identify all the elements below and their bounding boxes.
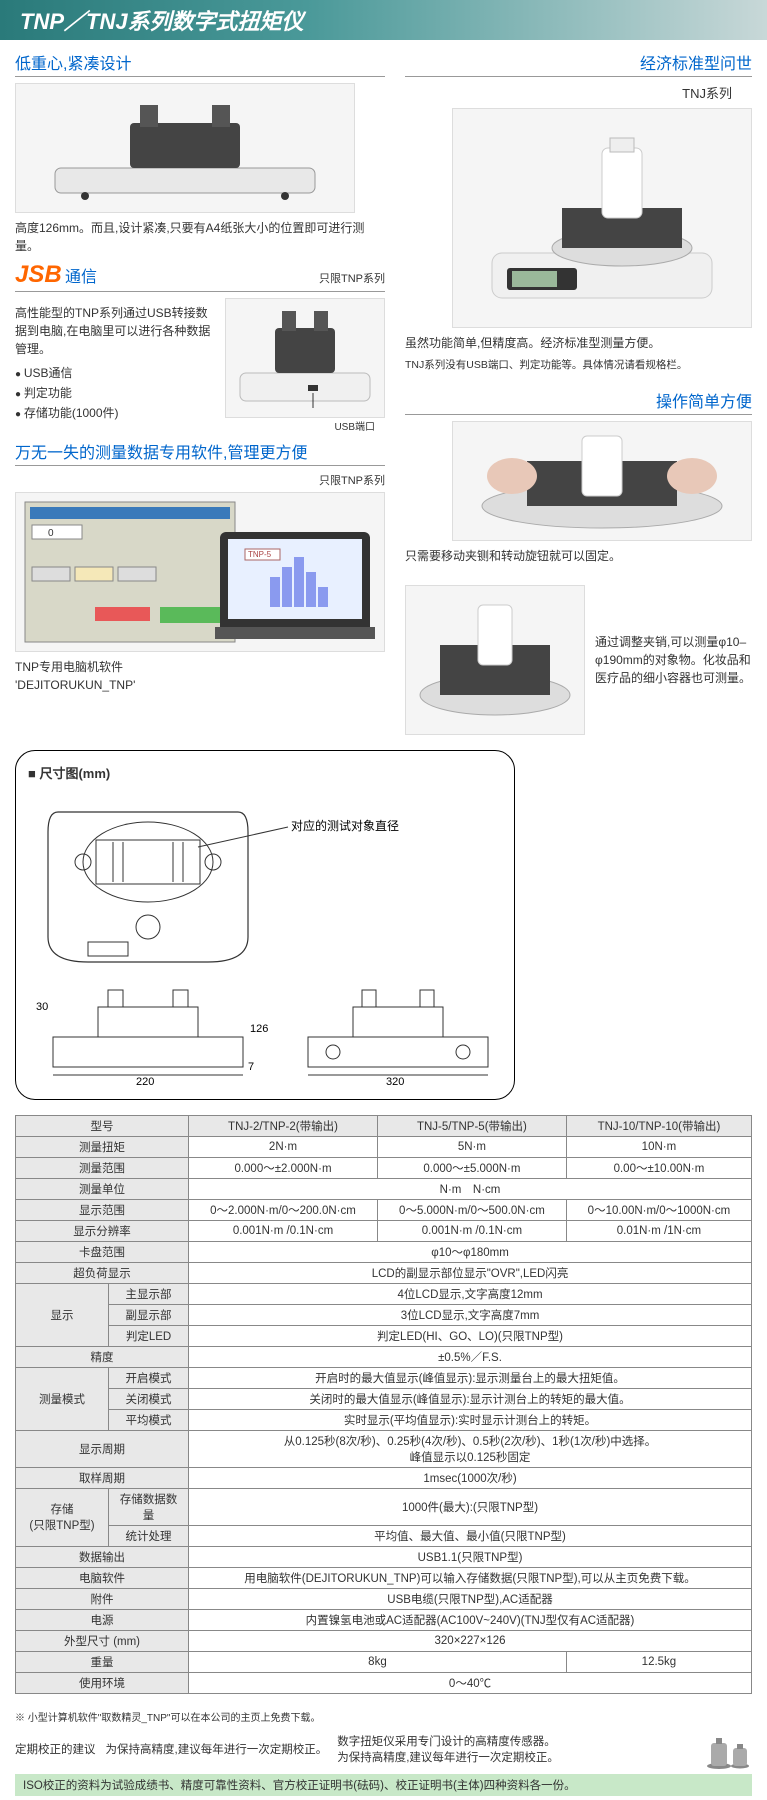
dim-title: ■ 尺寸图(mm) (28, 763, 502, 782)
foot-cal-title: 定期校正的建议 (15, 1741, 96, 1757)
software-name-1: TNP专用电脑机软件 (15, 658, 385, 676)
r1-text1: 虽然功能简单,但精度高。经济标准型测量方便。 (405, 334, 752, 352)
only-tnp-2: 只限TNP系列 (15, 472, 385, 488)
dimension-diagram: ■ 尺寸图(mm) 对应的测试对象直径 30 220 126 7 320 (15, 750, 515, 1100)
r1-title: 经济标准型问世 (405, 50, 752, 77)
adjustment-image (405, 585, 585, 735)
svg-text:30: 30 (36, 1001, 48, 1013)
r2-title: 操作简单方便 (405, 388, 752, 415)
th-model: 型号 (16, 1115, 189, 1136)
jsb-label: JSB (15, 261, 62, 288)
svg-text:320: 320 (386, 1076, 404, 1088)
page-title: TNP／TNJ系列数字式扭矩仪 (0, 0, 767, 40)
jsb-suffix: 通信 (65, 269, 97, 286)
weight-icon (702, 1728, 752, 1770)
software-screenshot: 0 TNP-5 (15, 492, 385, 652)
jsb-bullets: USB通信 判定功能 存储功能(1000件) (15, 364, 215, 421)
footnote-1: ※ 小型计算机软件"取数精灵_TNP"可以在本公司的主页上免费下载。 (15, 1709, 752, 1724)
software-name-2: 'DEJITORUKUN_TNP' (15, 676, 385, 694)
svg-text:0: 0 (48, 528, 54, 539)
foot-cal-text2: 数字扭矩仪采用专门设计的高精度传感器。 为保持高精度,建议每年进行一次定期校正。 (337, 1733, 692, 1765)
tnj-product-image (452, 108, 752, 328)
svg-text:126: 126 (250, 1023, 268, 1035)
section1-text: 高度126mm。而且,设计紧凑,只要有A4纸张大小的位置即可进行测量。 (15, 219, 385, 255)
bullet-item: 存储功能(1000件) (15, 404, 215, 421)
section1-title: 低重心,紧凑设计 (15, 50, 385, 77)
operation-image (452, 421, 752, 541)
product-image-side (15, 83, 355, 213)
only-tnp-1: 只限TNP系列 (319, 270, 385, 286)
bullet-item: 判定功能 (15, 384, 215, 401)
th-col: TNJ-2/TNP-2(带输出) (189, 1115, 378, 1136)
jsb-text: 高性能型的TNP系列通过USB转接数据到电脑,在电脑里可以进行各种数据管理。 (15, 304, 215, 358)
r2-text: 只需要移动夹铡和转动旋钮就可以固定。 (405, 547, 752, 565)
th-col: TNJ-10/TNP-10(带输出) (566, 1115, 751, 1136)
bullet-item: USB通信 (15, 364, 215, 381)
foot-cal-text: 为保持高精度,建议每年进行一次定期校正。 (106, 1741, 328, 1757)
footer-iso: ISO校正的资料为试验成绩书、精度可靠性资料、官方校正证明书(砝码)、校正证明书… (15, 1774, 752, 1796)
r1-sub: TNJ系列 (405, 83, 752, 102)
product-image-usb (225, 298, 385, 418)
dim-label: 对应的测试对象直径 (291, 818, 399, 833)
svg-text:TNP-5: TNP-5 (248, 550, 272, 559)
svg-text:220: 220 (136, 1076, 154, 1088)
th-col: TNJ-5/TNP-5(带输出) (377, 1115, 566, 1136)
section3-title: 万无一失的测量数据专用软件,管理更方便 (15, 439, 385, 466)
r3-text: 通过调整夹销,可以测量φ10–φ190mm的对象物。化妆品和医疗品的细小容器也可… (595, 633, 752, 687)
svg-text:7: 7 (248, 1061, 254, 1073)
usb-port-label: USB端口 (225, 418, 385, 433)
r1-text2: TNJ系列没有USB端口、判定功能等。具体情况请看规格栏。 (405, 358, 752, 374)
spec-table: 型号 TNJ-2/TNP-2(带输出) TNJ-5/TNP-5(带输出) TNJ… (15, 1115, 752, 1694)
